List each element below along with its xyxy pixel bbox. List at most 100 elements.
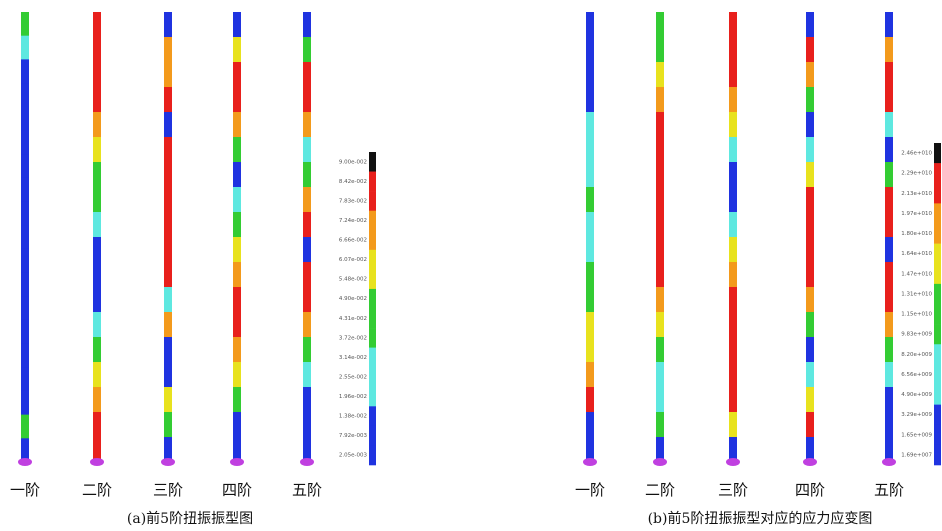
rod-segment bbox=[233, 237, 241, 263]
colorbar-band bbox=[934, 183, 941, 203]
rod-segment bbox=[885, 412, 893, 438]
rod-segment bbox=[806, 312, 814, 338]
rod-segment bbox=[233, 12, 241, 38]
rod-segment bbox=[656, 337, 664, 363]
rod-segment bbox=[93, 187, 101, 213]
rod-segment bbox=[21, 178, 29, 202]
rod-segment bbox=[806, 12, 814, 38]
rod-segment bbox=[93, 312, 101, 338]
colorbar-band bbox=[934, 405, 941, 425]
colorbar-band bbox=[369, 328, 376, 348]
rod-segment bbox=[729, 287, 737, 313]
colorbar-label: 2.13e+010 bbox=[901, 191, 932, 197]
rod-segment bbox=[586, 87, 594, 113]
colorbar-band bbox=[369, 367, 376, 387]
colorbar-label: 1.15e+010 bbox=[901, 312, 932, 318]
colorbar-label: 5.48e-002 bbox=[339, 277, 367, 283]
rod-segment bbox=[164, 37, 172, 63]
colorbar-band bbox=[369, 152, 376, 172]
rod-segment bbox=[164, 187, 172, 213]
rod-end bbox=[90, 458, 104, 466]
rod-segment bbox=[729, 12, 737, 38]
colorbar-label: 7.24e-002 bbox=[339, 218, 367, 224]
colorbar-band bbox=[934, 203, 941, 223]
colorbar-label: 1.31e+010 bbox=[901, 291, 932, 297]
mode-label: 四阶 bbox=[222, 481, 252, 499]
colorbar-band bbox=[934, 143, 941, 163]
mode-label: 二阶 bbox=[645, 481, 675, 499]
rod-segment bbox=[164, 237, 172, 263]
rod-segment bbox=[21, 367, 29, 391]
rod-segment bbox=[656, 362, 664, 388]
rod-end bbox=[583, 458, 597, 466]
rod-end bbox=[230, 458, 244, 466]
rod-segment bbox=[21, 201, 29, 225]
rod-segment bbox=[303, 287, 311, 313]
rod-segment bbox=[93, 337, 101, 363]
colorbar-label: 9.83e+009 bbox=[901, 332, 932, 338]
colorbar-label: 6.07e-002 bbox=[339, 257, 367, 263]
rod-segment bbox=[233, 312, 241, 338]
rod-segment bbox=[164, 62, 172, 88]
colorbar-band bbox=[369, 269, 376, 289]
rod-segment bbox=[586, 112, 594, 138]
rod-segment bbox=[586, 37, 594, 63]
rod-segment bbox=[729, 312, 737, 338]
mode-label: 四阶 bbox=[795, 481, 825, 499]
rod-segment bbox=[729, 337, 737, 363]
rod-segment bbox=[885, 62, 893, 88]
rod-segment bbox=[303, 112, 311, 138]
rod-segment bbox=[729, 387, 737, 413]
rod-segment bbox=[21, 130, 29, 154]
rod-segment bbox=[303, 337, 311, 363]
rod-segment bbox=[586, 287, 594, 313]
rod-segment bbox=[303, 312, 311, 338]
rod-segment bbox=[233, 362, 241, 388]
rod-segment bbox=[656, 37, 664, 63]
rod-segment bbox=[885, 87, 893, 113]
rod-segment bbox=[586, 337, 594, 363]
colorbar-label: 6.56e+009 bbox=[901, 372, 932, 378]
caption: (b)前5阶扭振振型对应的应力应变图 bbox=[648, 510, 873, 527]
rod-segment bbox=[164, 87, 172, 113]
rod-segment bbox=[885, 162, 893, 188]
colorbar-band bbox=[369, 191, 376, 211]
rod-segment bbox=[303, 12, 311, 38]
rod-segment bbox=[164, 212, 172, 238]
rod-segment bbox=[656, 287, 664, 313]
rod-segment bbox=[303, 362, 311, 388]
rod-segment bbox=[806, 112, 814, 138]
rod-segment bbox=[586, 312, 594, 338]
colorbar-label: 4.90e-002 bbox=[339, 296, 367, 302]
rod-segment bbox=[656, 312, 664, 338]
rod-segment bbox=[233, 187, 241, 213]
colorbar-band bbox=[934, 304, 941, 324]
rod-segment bbox=[303, 262, 311, 288]
rod-segment bbox=[729, 362, 737, 388]
rod-segment bbox=[729, 162, 737, 188]
rod-segment bbox=[93, 412, 101, 438]
rod-segment bbox=[806, 37, 814, 63]
colorbar-label: 3.14e-002 bbox=[339, 355, 367, 361]
rod-segment bbox=[164, 362, 172, 388]
rod-end bbox=[300, 458, 314, 466]
rod-segment bbox=[233, 87, 241, 113]
rod-segment bbox=[806, 212, 814, 238]
rod-segment bbox=[303, 62, 311, 88]
rod-segment bbox=[21, 12, 29, 36]
colorbar-label: 8.20e+009 bbox=[901, 352, 932, 358]
rod-segment bbox=[21, 225, 29, 249]
rod-segment bbox=[656, 87, 664, 113]
rod-segment bbox=[303, 412, 311, 438]
colorbar-label: 1.65e+009 bbox=[901, 432, 932, 438]
colorbar-band bbox=[369, 426, 376, 446]
rod-segment bbox=[93, 37, 101, 63]
rod-segment bbox=[729, 187, 737, 213]
rod-segment bbox=[21, 344, 29, 368]
colorbar-band bbox=[369, 348, 376, 368]
rod-segment bbox=[729, 137, 737, 163]
caption: (a)前5阶扭振振型图 bbox=[127, 510, 253, 527]
rod-segment bbox=[729, 262, 737, 288]
rod-segment bbox=[303, 387, 311, 413]
rod-segment bbox=[885, 112, 893, 138]
